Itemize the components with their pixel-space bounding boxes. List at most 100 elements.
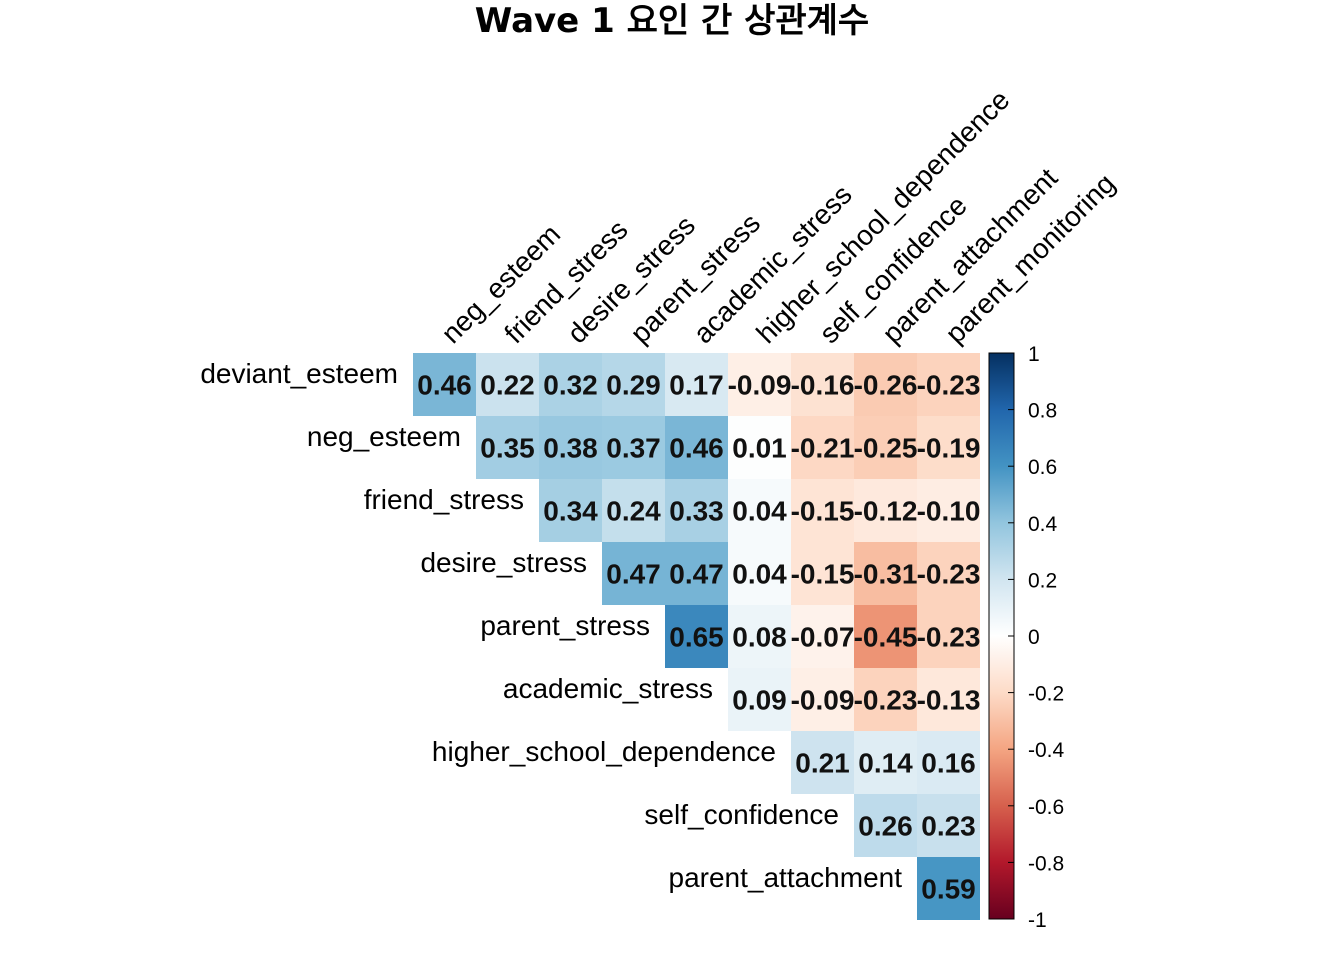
heatmap-cell [854, 353, 917, 416]
cell-value-label: 0.04 [732, 496, 787, 527]
colorbar-tick-label: 0.2 [1028, 569, 1057, 592]
cell-value-label: 0.01 [732, 433, 787, 464]
heatmap-cell [854, 668, 917, 731]
heatmap-cell [602, 479, 665, 542]
heatmap-cell [854, 605, 917, 668]
cell-value-label: 0.24 [606, 496, 661, 527]
heatmap-cell [854, 794, 917, 857]
heatmap-cell [854, 542, 917, 605]
cell-value-label: -0.21 [791, 433, 855, 464]
cell-value-label: 0.46 [669, 433, 724, 464]
cell-value-label: -0.10 [917, 496, 981, 527]
heatmap-cells [413, 353, 980, 920]
cell-value-label: 0.47 [669, 559, 724, 590]
cell-value-label: 0.35 [480, 433, 535, 464]
heatmap-cell [728, 479, 791, 542]
colorbar-tick-label: 0.4 [1028, 513, 1058, 536]
cell-value-label: 0.14 [858, 748, 913, 779]
cell-value-label: -0.31 [854, 559, 918, 590]
cell-value-label: -0.15 [791, 496, 855, 527]
row-label: academic_stress [503, 673, 713, 704]
cell-value-label: -0.45 [854, 622, 918, 653]
colorbar-tick-label: 0 [1028, 626, 1040, 649]
cell-value-label: -0.09 [791, 685, 855, 716]
heatmap-cell [665, 479, 728, 542]
cell-value-label: 0.09 [732, 685, 787, 716]
cell-value-label: 0.16 [921, 748, 976, 779]
cell-value-label: -0.19 [917, 433, 981, 464]
heatmap-cell [602, 542, 665, 605]
heatmap-cell [476, 416, 539, 479]
heatmap-cell [728, 605, 791, 668]
cell-value-label: -0.07 [791, 622, 855, 653]
heatmap-cell [791, 668, 854, 731]
cell-value-label: 0.47 [606, 559, 661, 590]
cell-value-label: 0.04 [732, 559, 787, 590]
heatmap-cell [854, 731, 917, 794]
heatmap-cell [665, 542, 728, 605]
heatmap-cell [602, 353, 665, 416]
heatmap-cell [854, 479, 917, 542]
heatmap-cell [917, 542, 980, 605]
heatmap-cell-values: 0.46 0.22 0.32 0.29 0.17 -0.09 -0.16 -0.26 -0.23… [417, 370, 980, 905]
colorbar-tick-label: 0.6 [1028, 456, 1057, 479]
heatmap-cell [539, 353, 602, 416]
heatmap-cell [791, 731, 854, 794]
cell-value-label: 0.34 [543, 496, 598, 527]
cell-value-label: 0.29 [606, 370, 661, 401]
cell-value-label: 0.33 [669, 496, 724, 527]
heatmap-cell [665, 416, 728, 479]
cell-value-label: 0.46 [417, 370, 472, 401]
row-label: parent_stress [480, 610, 650, 641]
heatmap-cell [791, 605, 854, 668]
row-label: neg_esteem [307, 421, 461, 452]
heatmap-cell [413, 353, 476, 416]
cell-value-label: 0.21 [795, 748, 850, 779]
heatmap-cell [602, 416, 665, 479]
colorbar-tick-label: -0.2 [1028, 683, 1064, 706]
cell-value-label: -0.12 [854, 496, 918, 527]
cell-value-label: -0.16 [791, 370, 855, 401]
heatmap-cell [791, 353, 854, 416]
heatmap-cell [791, 479, 854, 542]
heatmap-cell [791, 416, 854, 479]
heatmap-cell [539, 416, 602, 479]
heatmap-cell [665, 605, 728, 668]
colorbar-tick-label: -0.6 [1028, 796, 1064, 819]
colorbar-tick-label: -0.8 [1028, 852, 1064, 875]
heatmap-cell [791, 542, 854, 605]
row-label: desire_stress [420, 547, 587, 578]
heatmap-cell [917, 668, 980, 731]
cell-value-label: -0.23 [917, 559, 981, 590]
cell-value-label: 0.22 [480, 370, 535, 401]
cell-value-label: 0.59 [921, 874, 976, 905]
row-label: higher_school_dependence [432, 736, 776, 767]
cell-value-label: -0.09 [728, 370, 792, 401]
cell-value-label: -0.23 [854, 685, 918, 716]
colorbar-legend: 1 0.8 0.6 0.4 0.2 0 -0.2 -0.4 -0.6 -0.8 -1 [988, 343, 1065, 932]
row-labels: deviant_esteem neg_esteem friend_stressdes… [200, 358, 902, 893]
cell-value-label: 0.17 [669, 370, 724, 401]
colorbar-tick-label: 0.8 [1028, 400, 1057, 423]
heatmap-cell [917, 479, 980, 542]
heatmap-cell [854, 416, 917, 479]
cell-value-label: -0.15 [791, 559, 855, 590]
cell-value-label: 0.26 [858, 811, 913, 842]
cell-value-label: 0.65 [669, 622, 724, 653]
heatmap-cell [728, 542, 791, 605]
row-label: self_confidence [644, 799, 839, 830]
colorbar-tick-label: 1 [1028, 343, 1040, 366]
heatmap-cell [728, 668, 791, 731]
heatmap-cell [539, 479, 602, 542]
heatmap-cell [917, 605, 980, 668]
row-label: friend_stress [364, 484, 524, 515]
row-label: parent_attachment [669, 862, 903, 893]
heatmap-cell [476, 353, 539, 416]
heatmap-cell [917, 416, 980, 479]
heatmap-cell [728, 353, 791, 416]
heatmap-cell [917, 857, 980, 920]
cell-value-label: 0.08 [732, 622, 787, 653]
cell-value-label: -0.23 [917, 370, 981, 401]
row-label: deviant_esteem [200, 358, 398, 389]
